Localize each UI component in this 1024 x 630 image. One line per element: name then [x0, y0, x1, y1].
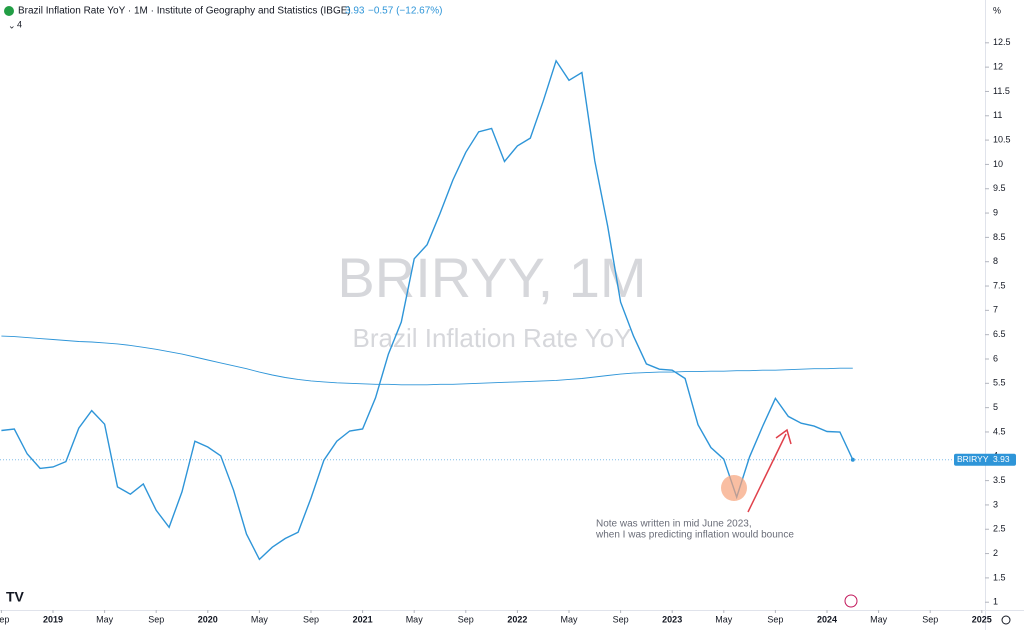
chart-title: Brazil Inflation Rate YoY · 1M · Institu… [18, 6, 351, 17]
x-tick-label: May [715, 614, 733, 624]
y-tick-label: 9 [993, 207, 998, 217]
x-tick-label: May [406, 614, 424, 624]
x-tick-label: 2021 [353, 614, 373, 624]
x-tick-label: 2020 [198, 614, 218, 624]
y-tick-label: 7 [993, 305, 998, 315]
x-tick-label: 2023 [662, 614, 682, 624]
y-tick-label: 9.5 [993, 183, 1006, 193]
x-tick-label: 2024 [817, 614, 837, 624]
moving-average-line [1, 335, 853, 386]
y-tick-label: 2 [993, 548, 998, 558]
change: −0.57 (−12.67%) [368, 6, 443, 17]
x-tick-label: 2022 [507, 614, 527, 624]
x-tick-label: May [96, 614, 114, 624]
series-line [1, 59, 854, 561]
watermark: BRIRYY, 1M [337, 246, 646, 309]
y-tick-label: 12.5 [993, 37, 1011, 47]
arrow [747, 433, 787, 513]
unit-label: % [993, 5, 1001, 15]
y-tick-label: 1 [993, 597, 998, 607]
symbol-label: BRIRYY [957, 454, 989, 464]
x-tick-label: Sep [148, 614, 164, 624]
annotation-line: Note was written in mid June 2023, [596, 519, 752, 530]
arrow-head [775, 428, 792, 445]
x-tick-label: 2025 [972, 614, 992, 624]
x-tick-label: Sep [767, 614, 783, 624]
y-tick-label: 10 [993, 159, 1003, 169]
lightning-icon[interactable] [844, 594, 858, 608]
x-tick-label: Sep [458, 614, 474, 624]
y-tick-label: 5 [993, 402, 998, 412]
x-tick-label: May [251, 614, 269, 624]
y-tick-label: 8 [993, 256, 998, 266]
x-tick-label: Sep [922, 614, 938, 624]
x-tick-label: May [560, 614, 578, 624]
logo: TV [6, 589, 25, 605]
last-point [850, 457, 855, 462]
annotation-line: when I was predicting inflation would bo… [595, 530, 794, 541]
y-tick-label: 6 [993, 353, 998, 363]
x-tick-label: Sep [0, 614, 9, 624]
x-tick-label: 2019 [43, 614, 63, 624]
y-tick-label: 11.5 [993, 86, 1010, 96]
y-tick-label: 2.5 [993, 524, 1006, 534]
settings-icon[interactable] [1001, 615, 1011, 625]
price-label-bg [954, 453, 1016, 466]
price-label: 3.93 [993, 454, 1010, 464]
y-tick-label: 3 [993, 499, 998, 509]
plot [0, 59, 985, 561]
y-tick-label: 1.5 [993, 572, 1006, 582]
flag-icon [4, 6, 14, 16]
y-tick-label: 4.5 [993, 426, 1006, 436]
y-tick-label: 12 [993, 62, 1003, 72]
y-tick-label: 10.5 [993, 134, 1011, 144]
indicator-count: 4 [17, 19, 22, 29]
y-tick-label: 3.5 [993, 475, 1006, 485]
y-tick-label: 5.5 [993, 378, 1006, 388]
y-tick-label: 7.5 [993, 280, 1006, 290]
y-tick-label: 8.5 [993, 232, 1006, 242]
x-tick-label: Sep [613, 614, 629, 624]
x-tick-label: May [870, 614, 888, 624]
collapse-icon[interactable]: ⌄ [8, 20, 16, 30]
last-value: 3.93 [345, 6, 365, 17]
x-tick-label: Sep [303, 614, 319, 624]
highlight-circle [721, 475, 747, 501]
y-tick-label: 6.5 [993, 329, 1006, 339]
y-tick-label: 11 [993, 110, 1002, 120]
